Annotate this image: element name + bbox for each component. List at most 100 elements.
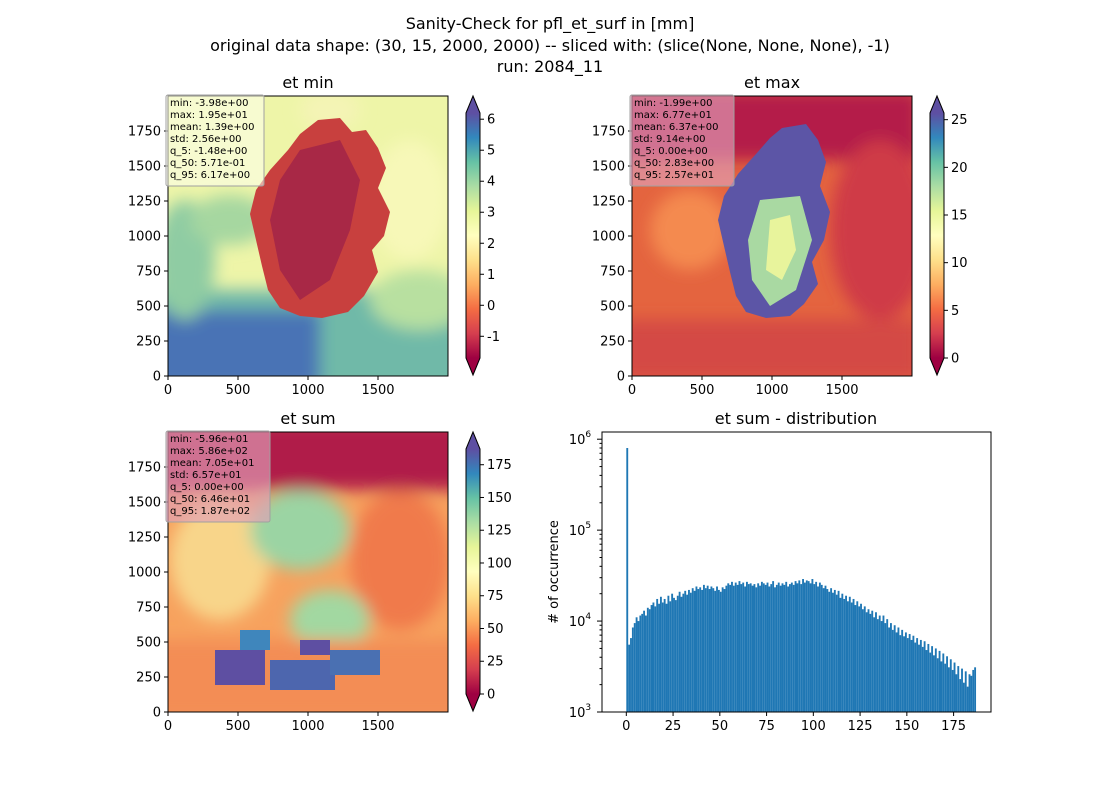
histogram-bar: [751, 585, 754, 712]
y-tick-label: 250: [600, 335, 625, 350]
et-max-title: et max: [744, 73, 800, 92]
histogram-bar: [631, 627, 634, 712]
histogram-bar: [974, 667, 977, 712]
histogram-bar: [645, 615, 647, 712]
histogram-bar: [719, 591, 722, 712]
histogram-bar: [699, 587, 702, 712]
y-tick-exponent: 4: [585, 612, 591, 622]
stats-line: q_95: 1.87e+02: [170, 506, 250, 517]
histogram-bar: [858, 606, 861, 712]
stats-line: max: 6.77e+01: [634, 110, 712, 121]
y-tick-label: 1000: [128, 230, 161, 245]
histogram-bar: [833, 589, 836, 712]
histogram-bar: [815, 581, 818, 712]
stats-line: std: 2.56e+00: [170, 134, 242, 145]
histogram-bar: [811, 579, 814, 712]
colorbar-tick-label: 5: [487, 144, 495, 159]
histogram-bar: [850, 602, 853, 712]
histogram-bar: [813, 584, 816, 712]
histogram-bar: [936, 658, 939, 712]
histogram-bar: [727, 583, 730, 712]
histogram-bar: [933, 655, 935, 712]
histogram-bar: [854, 605, 857, 712]
histogram-bar: [912, 635, 915, 712]
histogram-bar: [886, 619, 889, 712]
histogram-bar: [680, 596, 683, 712]
stats-line: max: 1.95e+01: [170, 110, 248, 121]
histogram-bar: [712, 588, 715, 712]
et-min-x-axis: 0 500 1000 1500: [164, 376, 395, 398]
histogram-bar: [927, 643, 930, 712]
histogram-bar: [802, 579, 804, 712]
histogram-bar: [789, 584, 791, 712]
histogram-bar: [918, 644, 920, 712]
histogram-bar: [716, 586, 718, 712]
y-tick-label: 1000: [128, 566, 161, 581]
figure-title-line-3: run: 2084_11: [497, 57, 603, 77]
histogram-bar: [628, 644, 631, 712]
y-tick-label: 0: [617, 370, 625, 385]
stats-line: q_5: 0.00e+00: [634, 146, 708, 157]
colorbar-tick-label: 20: [951, 161, 968, 176]
et-sum-panel: et sum 0 500 1000 1500 02505007501000125015…: [128, 409, 512, 734]
y-tick-label: 1750: [592, 125, 625, 140]
histogram-bar: [895, 632, 898, 712]
histogram-bar: [781, 583, 784, 712]
histogram-bar: [729, 584, 732, 712]
stats-line: std: 6.57e+01: [170, 470, 242, 481]
histogram-bar: [704, 588, 707, 712]
x-tick-label: 150: [894, 719, 919, 734]
et-sum-x-axis: 0 500 1000 1500: [164, 712, 395, 734]
histogram-bar: [768, 586, 771, 712]
histogram-bar: [734, 582, 737, 712]
histogram-bar: [916, 638, 919, 712]
histogram-bar: [826, 589, 829, 712]
histogram-bar: [809, 583, 812, 712]
histogram-bar: [738, 581, 741, 712]
y-tick-exponent: 6: [585, 430, 591, 440]
histogram-bar: [746, 581, 748, 712]
histogram-bar: [643, 610, 646, 712]
histogram-bar: [966, 686, 969, 712]
histogram-bar: [946, 656, 948, 712]
et-max-x-axis: 0 500 1000 1500: [628, 376, 859, 398]
histogram-bar: [708, 589, 711, 712]
colorbar-tick-label: 175: [487, 458, 512, 473]
et-max-colorbar: 0 5 10 15 20 25: [929, 94, 968, 377]
histogram-bar: [753, 584, 756, 712]
histogram-bar: [903, 636, 905, 712]
histogram-bar: [691, 588, 694, 712]
histogram-bar: [934, 648, 937, 712]
histogram-bar: [873, 617, 876, 712]
histogram-bar: [848, 596, 851, 712]
histogram-bar: [908, 634, 911, 712]
histogram-bar: [888, 627, 891, 712]
stats-line: min: -3.98e+00: [170, 98, 249, 109]
histogram-bar: [695, 586, 698, 712]
histogram-bar: [714, 590, 717, 712]
y-tick-label: 750: [136, 265, 161, 280]
y-tick-label: 105: [569, 521, 591, 539]
histogram-bar: [876, 619, 879, 712]
y-tick-label: 500: [136, 636, 161, 651]
histogram-bar: [671, 593, 674, 712]
stats-line: q_5: 0.00e+00: [170, 482, 244, 493]
histogram-bar: [796, 583, 799, 712]
et-min-panel: et min 0 500 1000 1500 02505007501000125015…: [128, 73, 500, 398]
histogram-bar: [663, 598, 666, 712]
x-tick-label: 175: [941, 719, 966, 734]
histogram-bar: [867, 609, 870, 712]
x-tick-label: 0: [164, 719, 172, 734]
histogram-bar: [897, 627, 900, 712]
histogram-bar: [673, 597, 675, 712]
histogram-bar: [760, 581, 763, 712]
y-tick-label: 500: [136, 300, 161, 315]
figure-title-line-1: Sanity-Check for pfl_et_surf in [mm]: [406, 14, 695, 34]
histogram-bar: [742, 582, 745, 712]
histogram-bar: [835, 594, 838, 712]
histogram-bar: [904, 632, 907, 712]
histogram-bar: [646, 607, 649, 712]
y-tick-base: 10: [569, 615, 586, 630]
